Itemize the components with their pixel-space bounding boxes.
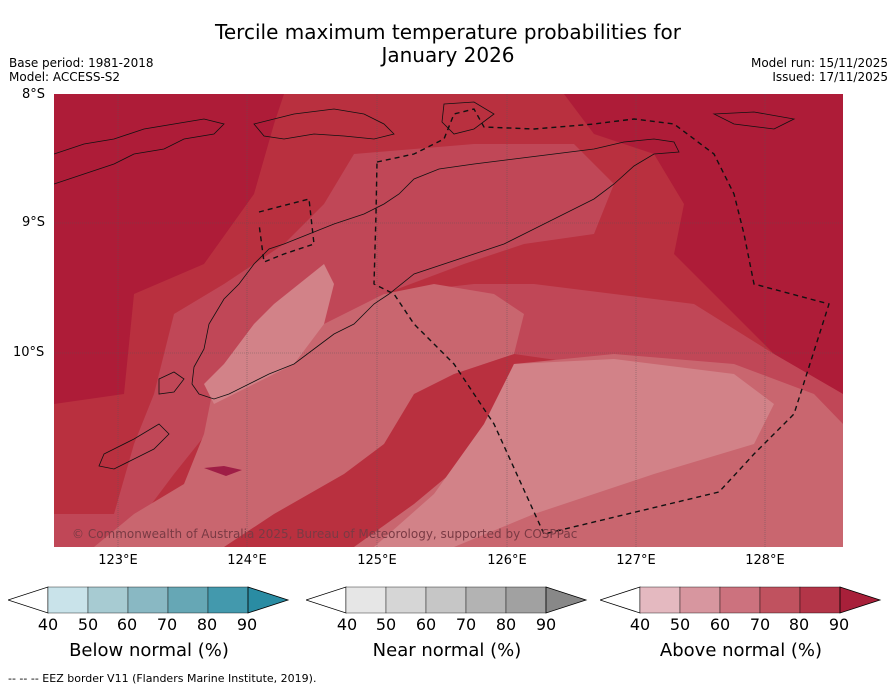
alor-coastline <box>253 108 395 140</box>
colorbar-segment <box>385 586 427 614</box>
eez-footnote: -- -- -- EEZ border V11 (Flanders Marine… <box>8 672 317 685</box>
tick: 60 <box>415 615 437 634</box>
lon-label-125e: 125°E <box>357 553 397 568</box>
colorbar-segment <box>679 586 721 614</box>
title-line-2: January 2026 <box>381 43 515 67</box>
base-period: Base period: 1981-2018 <box>9 56 154 70</box>
wetar-coastline <box>441 101 495 135</box>
colorbar-near-normal <box>306 586 588 614</box>
colorbar-segment <box>47 586 89 614</box>
colorbar-segment <box>505 586 547 614</box>
colorbar-extend-low <box>8 586 49 614</box>
lon-label-124e: 124°E <box>227 553 267 568</box>
tick: 70 <box>455 615 477 634</box>
tick: 90 <box>828 615 850 634</box>
lon-label-128e: 128°E <box>745 553 785 568</box>
tick: 90 <box>236 615 258 634</box>
east-islands-coastline <box>712 111 796 130</box>
region-60 <box>94 284 524 547</box>
region-50-west <box>204 264 334 404</box>
region-70 <box>54 144 614 547</box>
colorbar-extend-high <box>545 586 588 614</box>
tick: 80 <box>495 615 517 634</box>
tick: 50 <box>375 615 397 634</box>
region-50 <box>374 359 774 547</box>
tick: 80 <box>788 615 810 634</box>
tick: 40 <box>37 615 59 634</box>
colorbar-above-normal <box>600 586 882 614</box>
colorbar-segment <box>345 586 387 614</box>
savu-coastline <box>158 371 185 395</box>
model-run: Model run: 15/11/2025 <box>750 56 888 70</box>
colorbar-below-normal <box>8 586 290 614</box>
colorbar-segment <box>207 586 249 614</box>
tick: 90 <box>535 615 557 634</box>
colorbar-extend-low <box>306 586 347 614</box>
tick: 80 <box>196 615 218 634</box>
lat-label-9s: 9°S <box>22 215 46 230</box>
rote-coastline <box>98 423 170 470</box>
below-normal-label: Below normal (%) <box>69 640 229 661</box>
tick: 60 <box>116 615 138 634</box>
copyright: © Commonwealth of Australia 2025, Bureau… <box>72 527 577 541</box>
colorbar-segment <box>167 586 209 614</box>
colorbar-segment <box>719 586 761 614</box>
lon-label-127e: 127°E <box>616 553 656 568</box>
colorbar-extend-high <box>247 586 290 614</box>
model-name: Model: ACCESS-S2 <box>9 70 121 84</box>
tick: 50 <box>77 615 99 634</box>
lon-label-123e: 123°E <box>98 553 138 568</box>
tick: 70 <box>749 615 771 634</box>
tick: 50 <box>669 615 691 634</box>
tick: 40 <box>629 615 651 634</box>
region-purple-patch <box>204 466 242 476</box>
timor-coastline <box>191 138 680 400</box>
issued-date: Issued: 17/11/2025 <box>772 70 888 84</box>
colorbar-segment <box>87 586 129 614</box>
lat-label-8s: 8°S <box>22 87 46 102</box>
tick: 60 <box>709 615 731 634</box>
colorbar-segment <box>465 586 507 614</box>
colorbar-segment <box>425 586 467 614</box>
tick: 70 <box>156 615 178 634</box>
colorbar-segment <box>799 586 841 614</box>
title-line-1: Tercile maximum temperature probabilitie… <box>215 20 681 44</box>
colorbar-segment <box>759 586 801 614</box>
colorbar-segment <box>639 586 681 614</box>
eez-border <box>258 108 830 535</box>
probability-map: © Commonwealth of Australia 2025, Bureau… <box>54 94 843 547</box>
above-normal-label: Above normal (%) <box>659 640 823 661</box>
colorbar-extend-low <box>600 586 641 614</box>
lon-label-126e: 126°E <box>487 553 527 568</box>
lat-label-10s: 10°S <box>13 345 45 360</box>
near-normal-label: Near normal (%) <box>372 640 522 661</box>
colorbar-segment <box>127 586 169 614</box>
colorbar-extend-high <box>839 586 882 614</box>
tick: 40 <box>336 615 358 634</box>
flores-coastline <box>54 118 225 185</box>
